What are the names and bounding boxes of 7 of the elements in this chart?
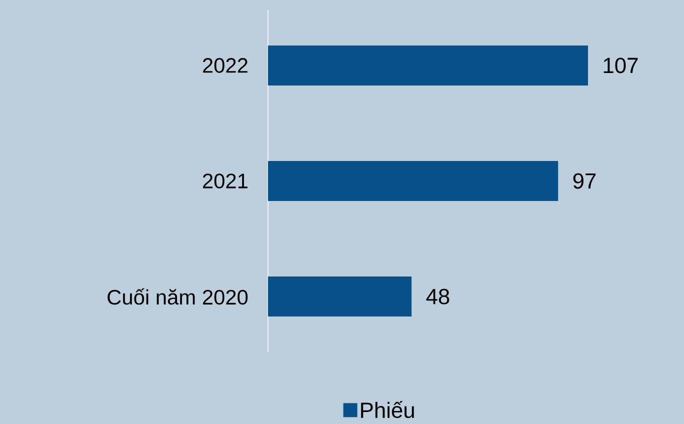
y-tick-label: 2021 — [202, 174, 248, 188]
legend-label: Phiếu — [361, 400, 414, 418]
data-label: 107 — [604, 58, 638, 74]
data-label: 48 — [426, 288, 450, 304]
data-label: 97 — [573, 173, 596, 189]
y-tick-label: Cuối năm 2020 — [108, 288, 248, 305]
y-tick-label: 2022 — [202, 58, 248, 73]
